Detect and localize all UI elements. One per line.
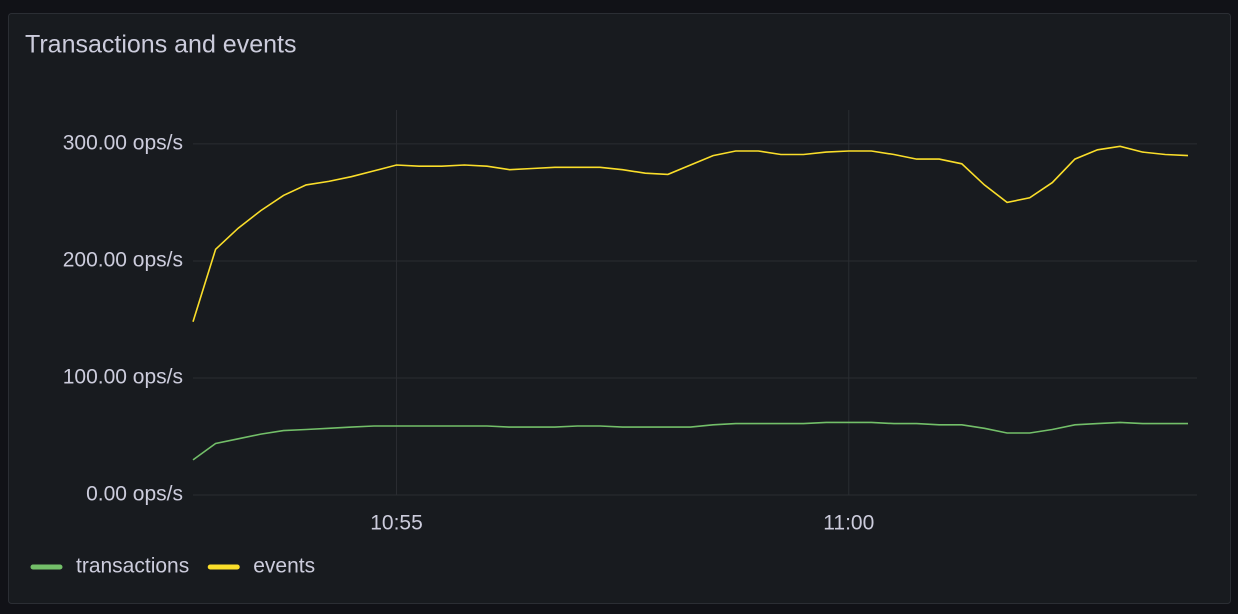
- y-tick-label: 300.00 ops/s: [63, 131, 183, 154]
- panel-frame: [8, 13, 1231, 604]
- x-tick-label: 10:55: [370, 512, 423, 535]
- legend-label: transactions: [76, 555, 189, 578]
- series-line: [192, 421, 1188, 461]
- y-tick-label: 0.00 ops/s: [86, 483, 183, 506]
- y-tick-label: 200.00 ops/s: [63, 249, 183, 272]
- x-tick-label: 11:00: [823, 512, 874, 535]
- series-line: [192, 145, 1189, 323]
- chart-title: Transactions and events: [25, 31, 296, 59]
- legend-label: events: [253, 555, 315, 578]
- y-tick-label: 100.00 ops/s: [63, 366, 183, 389]
